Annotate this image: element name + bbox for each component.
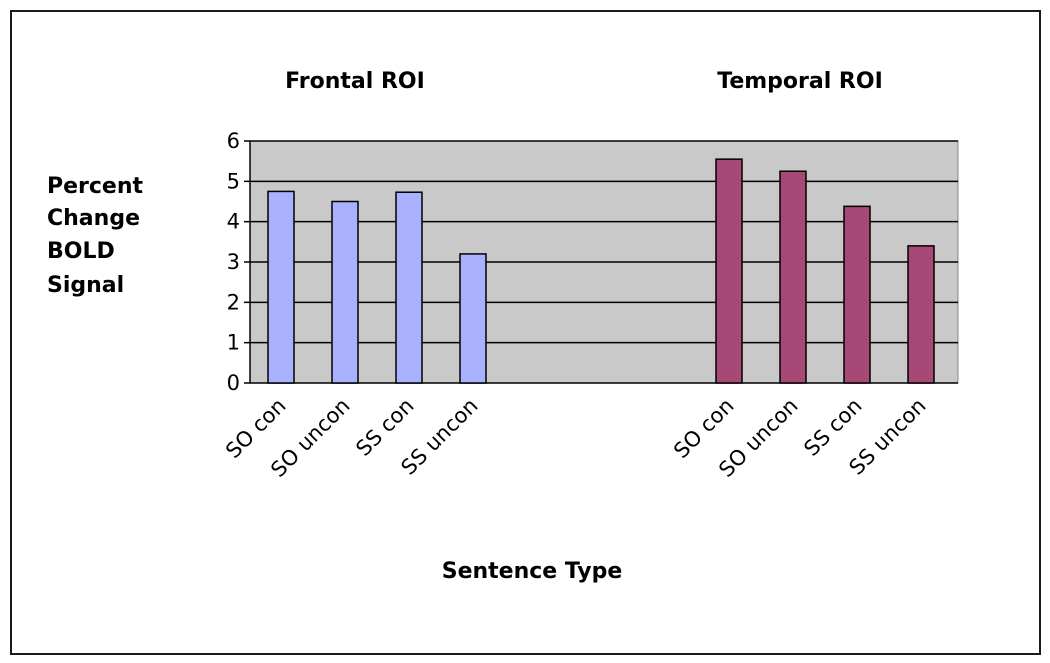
y-axis-label-line-2: Change: [47, 206, 140, 231]
bar: [843, 205, 871, 384]
bar: [779, 170, 807, 384]
gridlines: [244, 140, 958, 384]
y-axis-label-line-3: BOLD: [47, 239, 115, 264]
panel-title-temporal: Temporal ROI: [717, 69, 883, 94]
bar-chart: Frontal ROI Temporal ROI Percent Change …: [47, 69, 959, 584]
y-tick-label: 4: [227, 210, 240, 234]
bars: [267, 158, 935, 384]
x-axis-title: Sentence Type: [442, 559, 623, 584]
y-axis-label-line-4: Signal: [47, 273, 124, 298]
y-tick-labels: 0 1 2 3 4 5 6: [227, 129, 240, 395]
bar: [907, 245, 935, 384]
bar: [331, 200, 359, 384]
bar: [267, 190, 295, 384]
y-tick-label: 2: [227, 290, 240, 314]
bar: [395, 191, 423, 384]
y-tick-label: 1: [227, 331, 240, 355]
y-tick-label: 6: [227, 129, 240, 153]
y-tick-label: 5: [227, 169, 240, 193]
y-tick-label: 3: [227, 250, 240, 274]
panel-title-frontal: Frontal ROI: [285, 69, 425, 94]
bar: [715, 158, 743, 384]
bar: [459, 253, 487, 384]
y-axis-label-line-1: Percent: [47, 174, 144, 199]
chart-frame: Frontal ROI Temporal ROI Percent Change …: [10, 10, 1041, 655]
y-tick-label: 0: [227, 371, 240, 395]
